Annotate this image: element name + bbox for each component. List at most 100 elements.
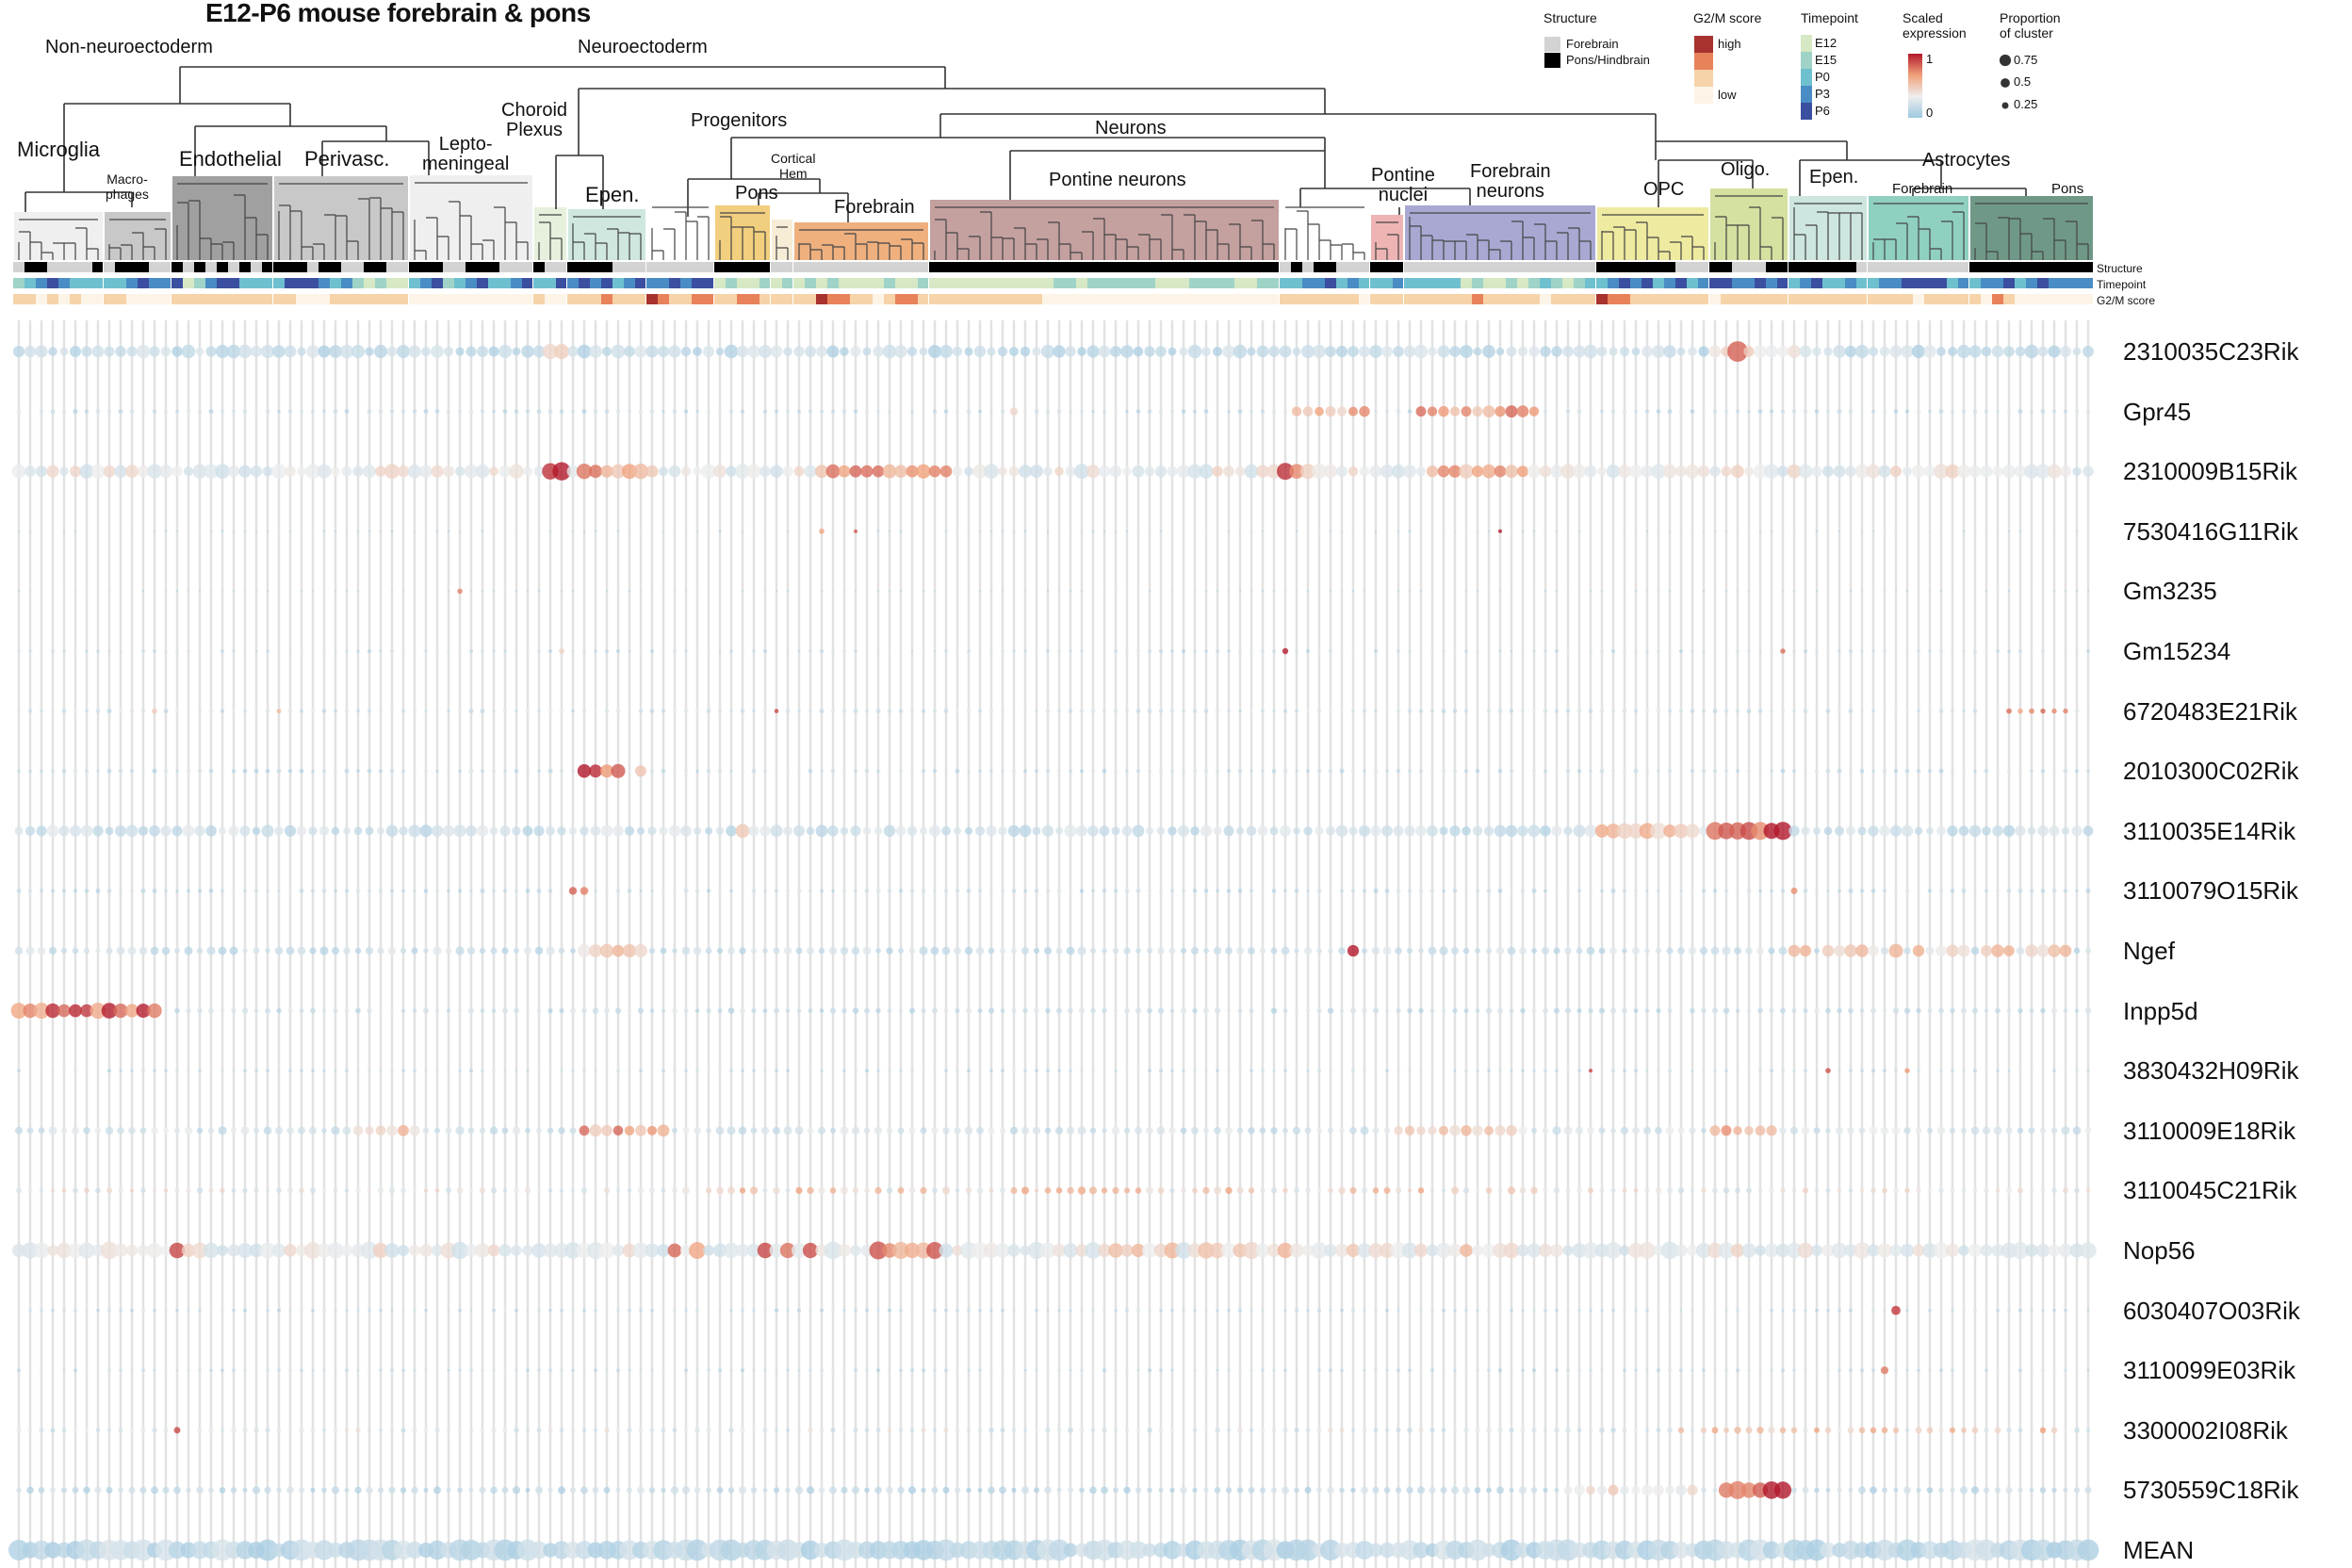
- expression-dot: [874, 1126, 883, 1135]
- expression-dot: [1034, 1007, 1039, 1014]
- expression-dot: [886, 1127, 893, 1135]
- g2m-cell: [1913, 294, 1924, 304]
- expression-dot: [533, 825, 545, 837]
- expression-dot: [207, 1127, 215, 1134]
- expression-dot: [356, 1069, 360, 1072]
- expression-dot: [1837, 1428, 1842, 1433]
- expression-dot: [1255, 1243, 1270, 1258]
- expression-dot: [1996, 1308, 2000, 1313]
- expression-dot: [1697, 465, 1710, 478]
- expression-dot: [707, 590, 710, 593]
- expression-dot: [1576, 947, 1583, 955]
- expression-dot: [1838, 530, 1841, 532]
- structure-cell: [443, 262, 454, 272]
- g2m-cell: [1608, 294, 1619, 304]
- structure-cell: [1133, 262, 1144, 272]
- expression-dot: [569, 1127, 577, 1135]
- expression-dot: [537, 530, 541, 532]
- expression-dot: [421, 347, 431, 356]
- expression-dot: [874, 1186, 882, 1194]
- cluster-label-endothelial: Endothelial: [179, 147, 282, 171]
- expression-dot: [2018, 590, 2022, 593]
- expression-dot: [560, 1188, 564, 1193]
- expression-dot: [1148, 1309, 1152, 1312]
- expression-dot: [2025, 1244, 2038, 1257]
- expression-dot: [1313, 345, 1326, 358]
- expression-dot: [1429, 1428, 1435, 1433]
- g2m-cell: [1438, 294, 1449, 304]
- expression-dot: [70, 825, 81, 837]
- expression-dot: [1351, 709, 1355, 713]
- expression-dot: [220, 1429, 224, 1432]
- expression-dot: [1956, 344, 1971, 359]
- expression-dot: [1632, 1126, 1640, 1135]
- expression-dot: [367, 768, 372, 774]
- expression-dot: [1917, 710, 1920, 713]
- expression-dot: [254, 530, 258, 533]
- expression-dot: [1022, 1007, 1028, 1014]
- g2m-cell: [239, 294, 251, 304]
- expression-dot: [174, 1187, 180, 1194]
- expression-dot: [1757, 409, 1763, 415]
- expression-dot: [242, 768, 248, 774]
- expression-dot: [288, 1429, 292, 1432]
- expression-dot: [227, 466, 240, 478]
- expression-dot: [1000, 1008, 1005, 1013]
- expression-dot: [1951, 1309, 1954, 1313]
- expression-dot: [1619, 1245, 1630, 1256]
- expression-dot: [1730, 1243, 1745, 1258]
- expression-dot: [1811, 466, 1822, 477]
- expression-dot: [908, 1187, 916, 1194]
- expression-dot: [1385, 649, 1389, 653]
- expression-dot: [786, 1368, 790, 1372]
- expression-dot: [740, 1428, 745, 1433]
- structure-cell: [1031, 262, 1042, 272]
- structure-cell: [1042, 262, 1054, 272]
- expression-dot: [1034, 1188, 1039, 1193]
- expression-dot: [175, 1308, 179, 1313]
- expression-dot: [899, 1308, 903, 1313]
- expression-dot: [1757, 1069, 1763, 1073]
- expression-dot: [1442, 889, 1446, 893]
- expression-dot: [390, 409, 394, 414]
- expression-dot: [1667, 1368, 1673, 1373]
- expression-dot: [2084, 947, 2092, 955]
- expression-dot: [637, 1486, 645, 1494]
- expression-dot: [1416, 1126, 1426, 1135]
- expression-dot: [1327, 1007, 1334, 1014]
- expression-dot: [673, 590, 677, 593]
- expression-dot: [718, 649, 722, 653]
- expression-dot: [1000, 409, 1005, 414]
- expression-dot: [2040, 1007, 2046, 1014]
- expression-dot: [419, 825, 433, 838]
- expression-dot: [1340, 1008, 1344, 1013]
- expression-dot: [1770, 769, 1773, 774]
- expression-dot: [1934, 464, 1949, 480]
- expression-dot: [130, 889, 134, 893]
- expression-dot: [205, 825, 217, 837]
- expression-dot: [2017, 1487, 2023, 1494]
- g2m-cell: [1777, 294, 1788, 304]
- expression-dot: [194, 825, 205, 837]
- expression-dot: [1770, 590, 1773, 593]
- expression-dot: [1413, 344, 1429, 359]
- expression-dot: [74, 1428, 77, 1432]
- expression-dot: [1854, 344, 1870, 359]
- expression-dot: [2029, 708, 2034, 714]
- expression-dot: [1611, 649, 1615, 653]
- expression-dot: [1493, 1243, 1508, 1258]
- expression-dot: [1746, 1187, 1752, 1194]
- expression-dot: [187, 1069, 190, 1072]
- structure-cell: [1777, 262, 1788, 272]
- expression-dot: [1645, 889, 1649, 892]
- expression-dot: [1837, 409, 1842, 415]
- expression-dot: [356, 649, 360, 653]
- expression-dot: [983, 1242, 1000, 1259]
- expression-dot: [35, 345, 48, 358]
- expression-dot: [1069, 889, 1072, 893]
- expression-dot: [735, 824, 750, 839]
- expression-dot: [1620, 1485, 1629, 1495]
- expression-dot: [1180, 1007, 1187, 1014]
- expression-dot: [1305, 1428, 1311, 1433]
- expression-dot: [368, 590, 371, 593]
